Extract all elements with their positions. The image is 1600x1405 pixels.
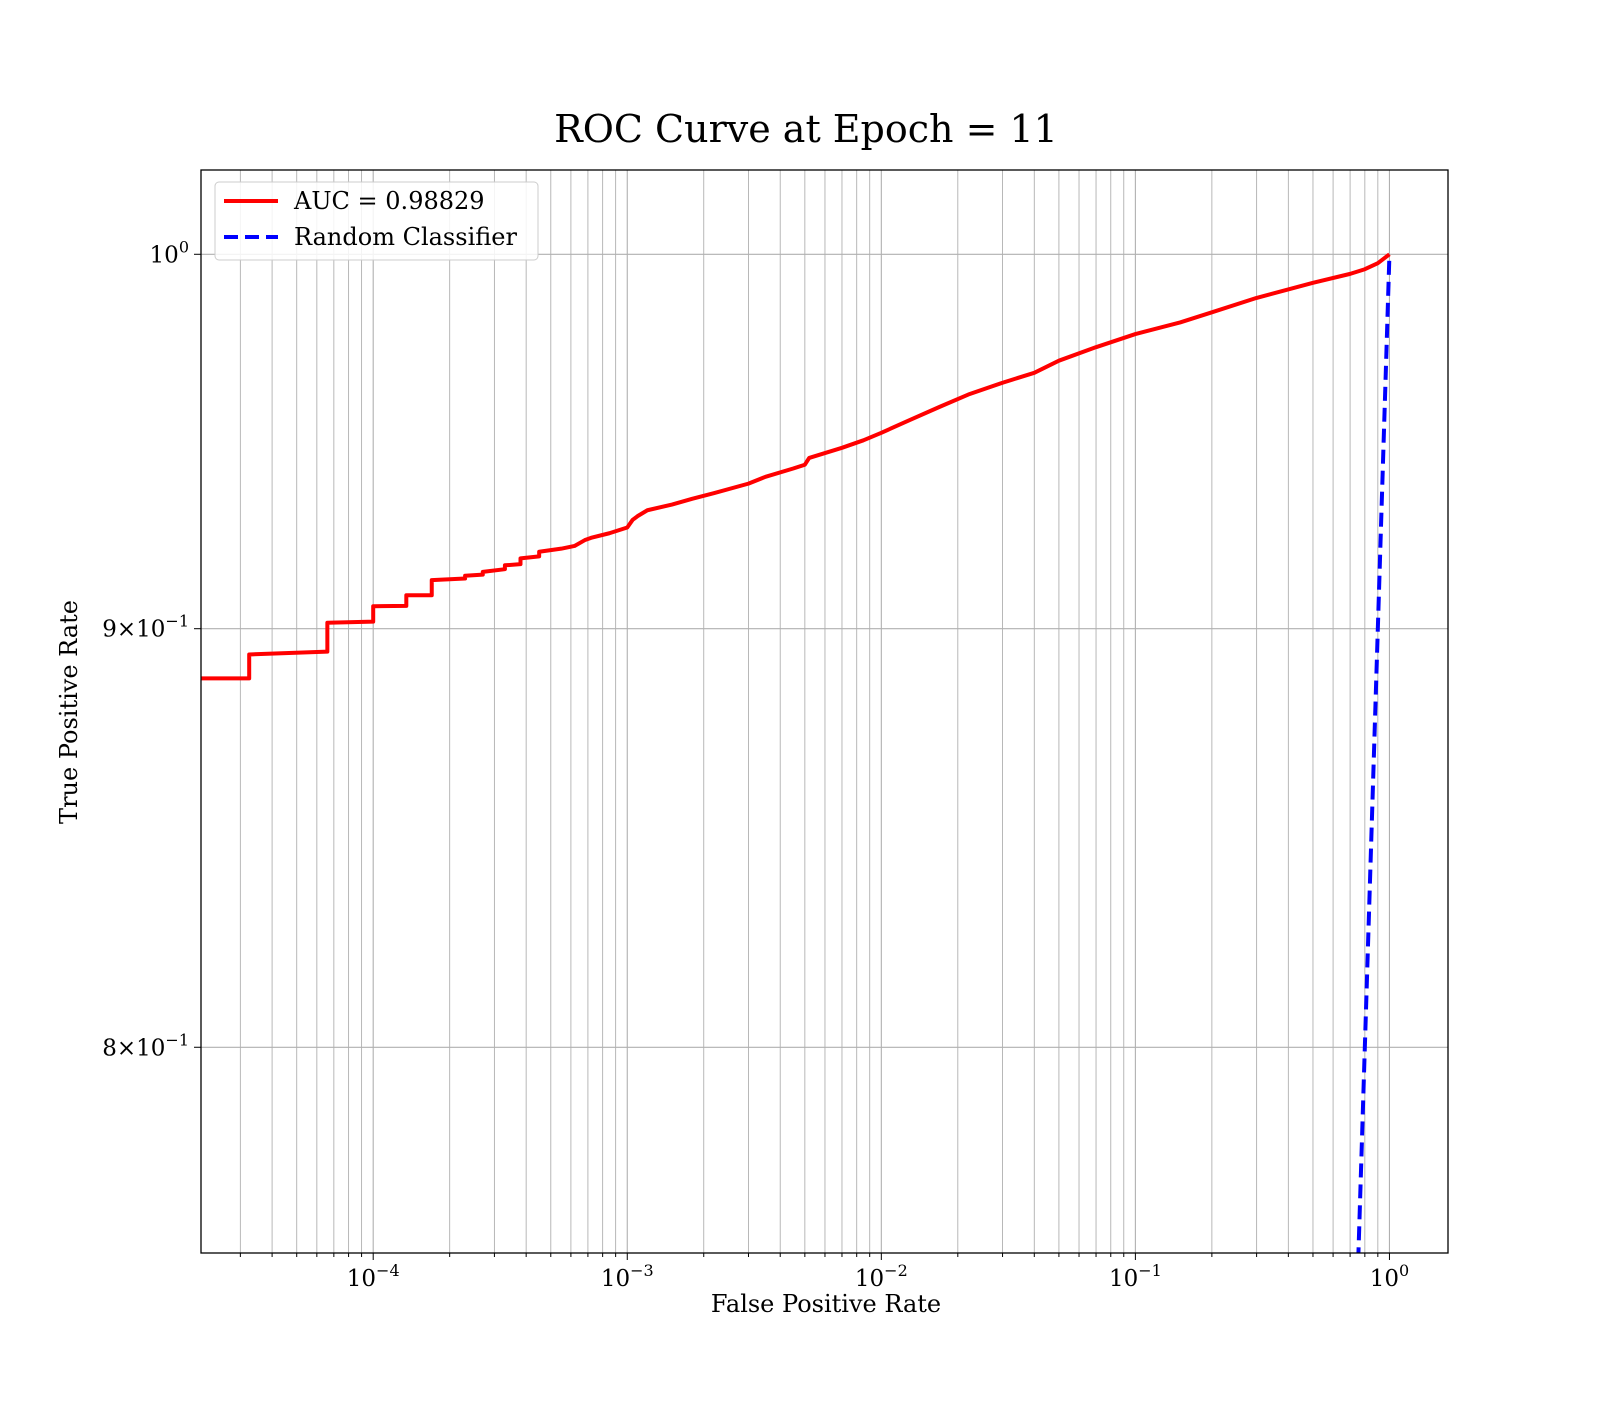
x-tick-label: 10−1 xyxy=(1109,1261,1162,1292)
tick-layer: 10−4 10−3 10−2 10−1 100 100 9×10−1 8×10−1 xyxy=(102,237,1409,1292)
y-tick-label: 8×10−1 xyxy=(102,1030,189,1061)
x-tick-label: 10−3 xyxy=(601,1261,654,1292)
y-axis-label: True Positive Rate xyxy=(55,600,83,824)
chart-title: ROC Curve at Epoch = 11 xyxy=(554,107,1058,151)
x-tick-label: 10−4 xyxy=(347,1261,400,1292)
x-tick-label: 100 xyxy=(1370,1261,1409,1292)
legend-label-random-classifier: Random Classifier xyxy=(294,223,517,251)
random-classifier-line xyxy=(1356,254,1392,1253)
x-tick-label: 10−2 xyxy=(855,1261,908,1292)
legend-label-auc: AUC = 0.98829 xyxy=(293,187,485,215)
grid-layer xyxy=(201,170,1448,1253)
plot-frame xyxy=(200,169,1449,1254)
x-axis-label: False Positive Rate xyxy=(711,1290,941,1318)
legend: AUC = 0.98829 Random Classifier xyxy=(214,181,539,261)
y-tick-label: 100 xyxy=(150,237,189,268)
y-tick-label: 9×10−1 xyxy=(102,612,189,643)
legend-box xyxy=(214,181,539,261)
series-layer xyxy=(201,252,1392,1253)
roc-curve-line xyxy=(201,252,1391,681)
